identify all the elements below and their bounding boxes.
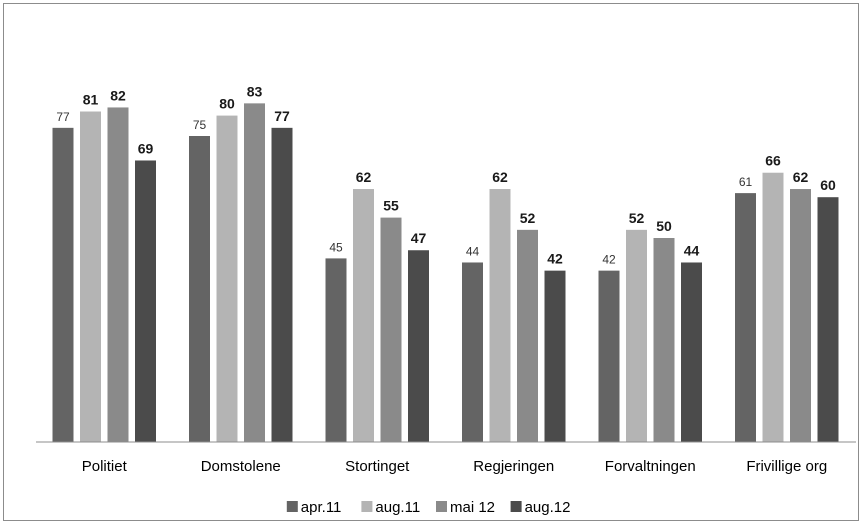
bar-frivillige-org-aug-12 bbox=[817, 197, 839, 442]
bar-frivillige-org-aug-11 bbox=[762, 172, 784, 442]
bar-stortinget-apr-11 bbox=[325, 258, 347, 442]
legend-label: aug.12 bbox=[525, 499, 571, 516]
data-label: 52 bbox=[629, 210, 645, 226]
bar-frivillige-org-mai-12 bbox=[790, 189, 811, 442]
data-label: 75 bbox=[193, 118, 207, 132]
bar-politiet-apr-11 bbox=[52, 127, 74, 442]
data-label: 47 bbox=[411, 230, 427, 246]
data-label: 77 bbox=[56, 110, 70, 124]
data-label: 62 bbox=[492, 169, 508, 185]
data-label: 77 bbox=[274, 108, 290, 124]
category-label: Frivillige org bbox=[746, 458, 827, 475]
data-label: 69 bbox=[138, 140, 154, 156]
bar-regjeringen-apr-11 bbox=[462, 262, 483, 442]
legend-swatch bbox=[361, 501, 373, 512]
data-label: 62 bbox=[356, 169, 372, 185]
category-label: Forvaltningen bbox=[605, 458, 696, 475]
bar-politiet-mai-12 bbox=[107, 107, 129, 442]
data-label: 62 bbox=[793, 169, 809, 185]
bar-stortinget-aug-11 bbox=[353, 189, 374, 442]
bar-stortinget-aug-12 bbox=[408, 250, 429, 442]
bar-regjeringen-mai-12 bbox=[517, 229, 538, 442]
bar-domstolene-aug-11 bbox=[216, 115, 238, 442]
data-label: 82 bbox=[110, 87, 126, 103]
data-label: 55 bbox=[383, 198, 399, 214]
bar-stortinget-mai-12 bbox=[380, 217, 402, 442]
bar-domstolene-aug-12 bbox=[271, 127, 293, 442]
bar-forvaltningen-aug-12 bbox=[681, 262, 702, 442]
data-labels-layer: 77 81 82 69 75 80 83 77 45 62 55 47 44 62 52 42 42 52 50 44… bbox=[56, 83, 836, 266]
category-label: Stortinget bbox=[345, 458, 410, 475]
data-label: 42 bbox=[547, 251, 563, 267]
bar-politiet-aug-11 bbox=[80, 111, 101, 443]
category-label: Domstolene bbox=[201, 458, 281, 475]
bar-regjeringen-aug-11 bbox=[489, 189, 511, 442]
category-label: Regjeringen bbox=[473, 458, 554, 475]
legend-swatch bbox=[510, 501, 522, 512]
data-label: 66 bbox=[765, 153, 781, 169]
legend-label: mai 12 bbox=[450, 499, 495, 516]
category-label: Politiet bbox=[82, 458, 128, 475]
legend-swatch bbox=[436, 501, 447, 512]
bar-forvaltningen-aug-11 bbox=[626, 229, 647, 442]
bar-regjeringen-aug-12 bbox=[544, 270, 566, 442]
bar-forvaltningen-apr-11 bbox=[598, 270, 620, 442]
data-label: 80 bbox=[219, 96, 235, 112]
bars-layer bbox=[52, 103, 839, 443]
data-label: 44 bbox=[684, 242, 700, 258]
data-label: 61 bbox=[739, 175, 753, 189]
data-label: 42 bbox=[602, 253, 616, 267]
legend: apr.11 aug.11 mai 12 aug.12 bbox=[286, 499, 571, 516]
category-labels-layer: Politiet Domstolene Stortinget Regjeringen F… bbox=[82, 458, 827, 475]
data-label: 81 bbox=[83, 92, 99, 108]
data-label: 83 bbox=[247, 83, 263, 99]
bar-frivillige-org-apr-11 bbox=[735, 193, 756, 442]
legend-swatch bbox=[286, 501, 298, 512]
data-label: 45 bbox=[329, 240, 343, 254]
legend-label: aug.11 bbox=[375, 499, 420, 516]
data-label: 50 bbox=[656, 218, 672, 234]
bar-forvaltningen-mai-12 bbox=[653, 238, 675, 442]
legend-label: apr.11 bbox=[301, 499, 342, 516]
data-label: 60 bbox=[820, 177, 836, 193]
bar-politiet-aug-12 bbox=[135, 160, 156, 443]
bar-domstolene-mai-12 bbox=[244, 103, 265, 443]
bar-domstolene-apr-11 bbox=[189, 136, 210, 442]
data-label: 44 bbox=[466, 244, 480, 258]
data-label: 52 bbox=[520, 210, 536, 226]
